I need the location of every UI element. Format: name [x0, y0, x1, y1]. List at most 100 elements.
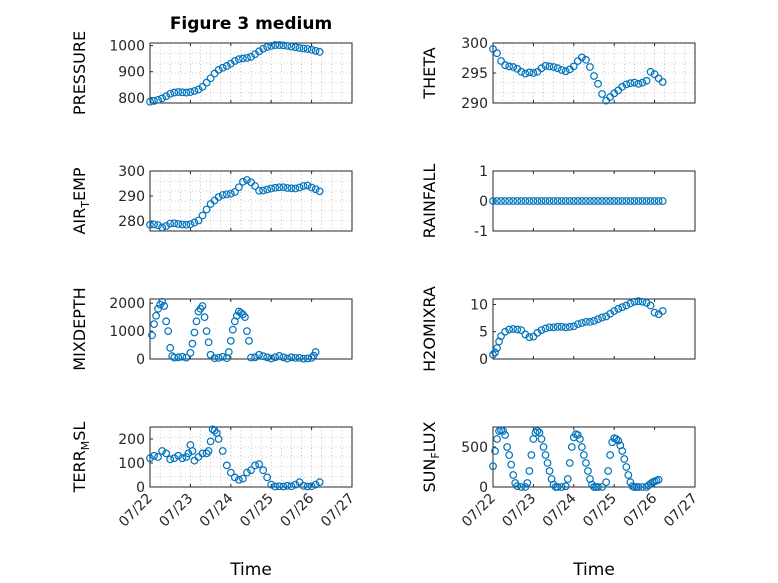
data-point — [174, 451, 183, 460]
data-point — [174, 88, 183, 96]
data-point — [206, 437, 215, 446]
data-point — [150, 220, 158, 229]
data-point — [569, 197, 578, 205]
data-point — [582, 318, 590, 326]
data-point — [491, 348, 499, 357]
data-point — [186, 88, 195, 96]
data-point — [239, 54, 247, 63]
data-point — [541, 197, 550, 205]
series-rainfall — [489, 197, 667, 205]
data-point — [606, 197, 615, 205]
data-point — [236, 309, 245, 317]
data-point — [580, 451, 588, 459]
data-point — [291, 353, 300, 362]
data-point — [202, 449, 211, 458]
data-point — [184, 449, 193, 458]
data-point — [543, 459, 552, 467]
data-point — [513, 197, 522, 205]
data-point — [602, 478, 611, 487]
data-point — [303, 181, 312, 190]
data-point — [509, 63, 518, 71]
subplot-mixdepth: 0 1000 2000 MIXDEPTH — [70, 287, 353, 371]
data-point — [214, 193, 223, 201]
data-point — [146, 454, 154, 463]
data-point — [192, 317, 201, 326]
data-point — [626, 299, 635, 308]
data-point — [247, 52, 255, 61]
data-point — [307, 183, 316, 192]
data-point — [259, 466, 268, 475]
data-point — [271, 183, 280, 192]
data-point — [162, 222, 171, 230]
data-point — [206, 74, 215, 83]
data-point — [271, 41, 280, 49]
data-point — [618, 303, 627, 312]
data-point — [646, 197, 655, 205]
data-point — [557, 66, 566, 74]
series-terr-msl — [146, 425, 324, 491]
data-point — [658, 78, 667, 86]
data-point — [230, 473, 239, 482]
data-point — [650, 197, 659, 205]
data-point — [255, 47, 263, 56]
y-tick-label: 200 — [118, 432, 145, 448]
data-point — [545, 197, 554, 205]
data-point — [243, 53, 251, 62]
data-point — [154, 95, 162, 104]
subplot-pressure: 800 900 1000 PRESSURE — [70, 31, 353, 115]
y-axis-label-mixdepth: MIXDEPTH — [70, 287, 89, 370]
data-point — [158, 94, 167, 103]
data-point — [545, 467, 554, 475]
y-tick-label: 900 — [118, 65, 145, 81]
y-tick-label: 0 — [136, 352, 145, 368]
data-point — [626, 197, 635, 205]
data-point — [529, 69, 538, 77]
data-point — [166, 89, 175, 98]
data-point — [646, 67, 655, 76]
data-point — [638, 197, 647, 205]
data-point — [222, 461, 231, 470]
data-point — [200, 313, 209, 322]
data-point — [630, 197, 639, 205]
data-point — [198, 211, 207, 220]
data-point — [303, 45, 312, 53]
data-point — [275, 482, 284, 491]
data-point — [537, 326, 546, 334]
y-tick-label: 1 — [479, 164, 488, 180]
data-point — [630, 297, 639, 306]
data-point — [287, 42, 296, 51]
data-point — [190, 87, 199, 95]
data-point — [620, 455, 629, 463]
data-point — [170, 88, 179, 97]
data-point — [509, 325, 518, 333]
data-point — [577, 197, 586, 205]
y-tick-label: 800 — [118, 91, 145, 107]
data-point — [622, 463, 631, 471]
series-sun-flux — [489, 426, 663, 491]
series-theta — [489, 45, 667, 105]
data-point — [162, 449, 171, 458]
y-tick-label: 0 — [479, 480, 488, 496]
data-point — [182, 220, 191, 229]
y-axis-label-pressure: PRESSURE — [70, 31, 89, 115]
data-point — [565, 459, 574, 467]
data-point — [525, 333, 534, 342]
data-point — [499, 427, 508, 435]
data-point — [148, 331, 156, 340]
data-point — [255, 460, 263, 469]
data-point — [287, 184, 296, 193]
plot-area-mixdepth — [150, 299, 352, 359]
data-point — [307, 45, 316, 54]
data-point — [263, 353, 272, 362]
data-point — [618, 447, 627, 455]
data-point — [573, 431, 582, 439]
data-point — [598, 483, 606, 491]
plot-area-sun-flux — [493, 427, 695, 487]
data-point — [202, 327, 211, 335]
data-point — [586, 63, 594, 71]
data-point — [569, 62, 578, 71]
data-point — [234, 55, 243, 64]
data-point — [214, 65, 223, 74]
data-point — [531, 428, 540, 437]
data-point — [146, 220, 154, 229]
